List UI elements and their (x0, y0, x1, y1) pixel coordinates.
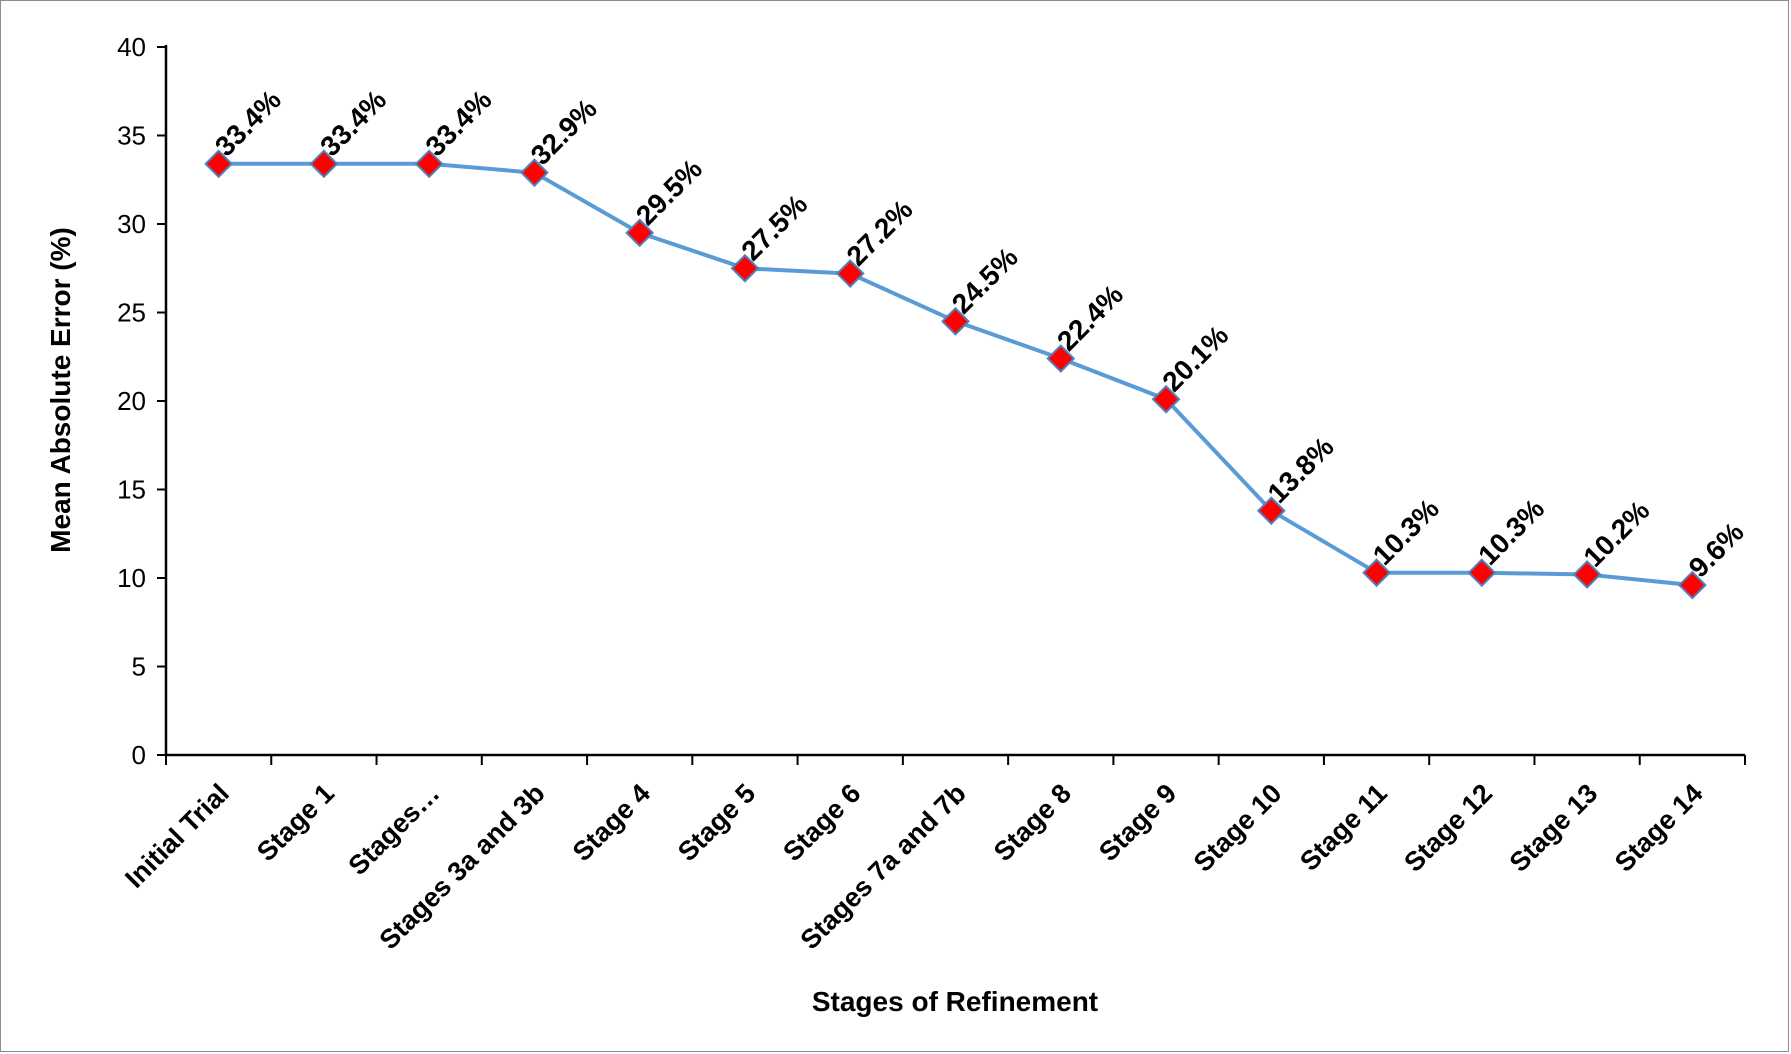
data-point-marker (309, 149, 339, 179)
y-axis-title: Mean Absolute Error (%) (45, 227, 76, 553)
y-tick-label: 25 (117, 298, 146, 328)
data-label: 22.4% (1051, 279, 1129, 357)
x-category-label: Stage 13 (1504, 778, 1604, 878)
data-label: 20.1% (1156, 319, 1234, 397)
y-tick-label: 20 (117, 386, 146, 416)
data-labels-group: 33.4% 33.4% 33.4% 32.9% 29.5% 27.5% 27.2% 24.5%… (209, 84, 1750, 583)
data-label: 33.4% (419, 84, 497, 162)
series-group (218, 161, 1693, 588)
x-category-label: Initial Trial (119, 778, 235, 894)
data-point-marker (204, 149, 234, 179)
y-tick-label: 30 (117, 209, 146, 239)
data-label: 33.4% (209, 84, 287, 162)
data-label: 27.5% (735, 188, 813, 266)
data-label: 33.4% (314, 84, 392, 162)
data-point-marker (835, 259, 865, 288)
x-axis-ticks: Initial Trial Stage 1 Stages…Stages 3a and… (119, 755, 1746, 955)
data-label: 24.5% (946, 241, 1024, 319)
data-point-marker (941, 306, 970, 336)
series-line (218, 161, 1693, 588)
y-axis-ticks: 0 5 10 15 20 25 30 35 40 (117, 32, 166, 770)
data-label: 32.9% (525, 93, 603, 171)
y-tick-label: 0 (132, 740, 146, 770)
y-tick-label: 15 (117, 475, 146, 505)
x-category-label: Stage 12 (1398, 778, 1498, 878)
x-category-label: Stage 6 (777, 778, 866, 867)
data-point-marker (1362, 558, 1391, 588)
x-category-label: Stage 8 (988, 778, 1077, 867)
x-category-label: Stage 11 (1294, 778, 1393, 877)
x-category-label: Stage 4 (567, 778, 656, 867)
data-point-marker (1151, 384, 1181, 414)
x-category-label: Stages… (342, 778, 445, 881)
data-label: 10.3% (1367, 493, 1445, 571)
markers-group (204, 149, 1707, 600)
data-point-marker (625, 218, 655, 248)
y-tick-label: 5 (132, 652, 146, 682)
data-point-marker (1256, 496, 1286, 526)
y-tick-label: 10 (117, 563, 146, 593)
y-tick-label: 35 (117, 121, 146, 151)
data-label: 10.3% (1472, 493, 1550, 571)
x-category-label: Stage 14 (1609, 778, 1709, 878)
x-category-label: Stage 9 (1093, 778, 1182, 867)
data-point-marker (1677, 570, 1707, 600)
data-point-marker (1467, 558, 1497, 588)
x-category-label: Stage 5 (672, 778, 761, 867)
data-point-marker (1046, 344, 1076, 373)
data-label: 10.2% (1577, 495, 1655, 573)
y-tick-label: 40 (117, 32, 146, 62)
data-label: 27.2% (841, 194, 919, 272)
data-point-marker (520, 158, 549, 188)
x-axis-title: Stages of Refinement (812, 986, 1098, 1017)
x-category-label: Stage 10 (1188, 778, 1288, 878)
x-category-label: Stage 1 (251, 778, 340, 867)
axes (164, 45, 1745, 757)
data-point-marker (1572, 560, 1602, 589)
data-point-marker (730, 253, 760, 283)
data-point-marker (414, 149, 444, 179)
data-label: 29.5% (630, 153, 708, 231)
data-label: 13.8% (1262, 431, 1340, 509)
